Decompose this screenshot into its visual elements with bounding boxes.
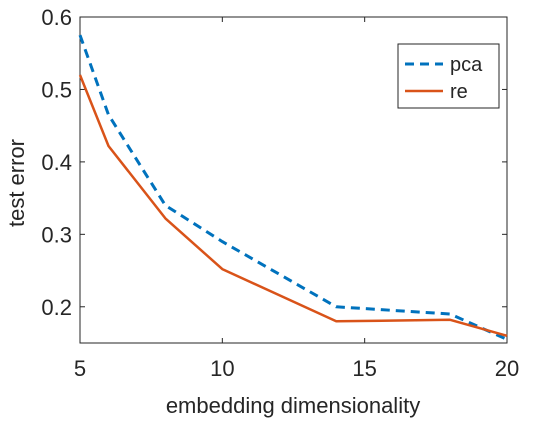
x-tick-label: 5: [74, 356, 86, 381]
y-axis-ticks: 0.2 0.3 0.4 0.5 0.6: [41, 5, 507, 320]
y-tick-label: 0.6: [41, 5, 72, 30]
x-tick-label: 20: [495, 356, 519, 381]
series-line-re: [78, 74, 508, 338]
legend: pca re: [397, 43, 500, 109]
legend-label-re: re: [450, 81, 468, 103]
y-tick-label: 0.5: [41, 77, 72, 102]
y-axis-label: test error: [4, 139, 29, 227]
x-axis-ticks: 5 10 15 20: [74, 17, 519, 381]
x-tick-label: 15: [352, 356, 376, 381]
y-tick-label: 0.2: [41, 295, 72, 320]
series-lines: [78, 34, 508, 341]
y-tick-label: 0.3: [41, 222, 72, 247]
series-line-pca: [78, 34, 508, 341]
x-tick-label: 10: [210, 356, 234, 381]
y-tick-label: 0.4: [41, 150, 72, 175]
x-axis-label: embedding dimensionality: [166, 393, 420, 418]
legend-box: [397, 43, 500, 109]
legend-label-pca: pca: [450, 54, 483, 76]
